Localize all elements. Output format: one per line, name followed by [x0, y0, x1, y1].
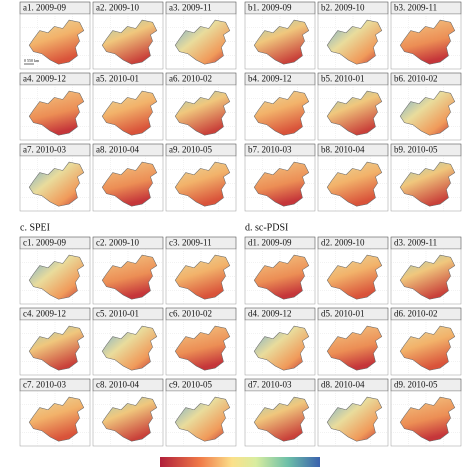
- map: [326, 396, 383, 442]
- map: [399, 19, 456, 65]
- map: [28, 90, 85, 136]
- map: [174, 325, 231, 371]
- map: [326, 254, 383, 300]
- map: [253, 396, 310, 442]
- cell-label: c7. 2010-03: [23, 380, 66, 390]
- map: [326, 325, 383, 371]
- cell-label: a5. 2010-01: [96, 74, 139, 84]
- map: [101, 254, 158, 300]
- cell-label: a8. 2010-04: [96, 145, 139, 155]
- cell-label: d6. 2010-02: [394, 309, 438, 319]
- map: [174, 19, 231, 65]
- map: [28, 254, 85, 300]
- map: [28, 161, 85, 207]
- cell-label: c6. 2010-02: [169, 309, 212, 319]
- map: [101, 325, 158, 371]
- cell-label: b7. 2010-03: [248, 145, 292, 155]
- map: [253, 19, 310, 65]
- map: [253, 161, 310, 207]
- map: [399, 90, 456, 136]
- section-title: c. SPEI: [20, 222, 50, 233]
- section-title: d. sc-PDSI: [245, 222, 288, 233]
- map: [101, 396, 158, 442]
- cell-label: a6. 2010-02: [169, 74, 212, 84]
- cell-label: d9. 2010-05: [394, 380, 438, 390]
- map: [253, 254, 310, 300]
- cell-label: c2. 2009-10: [96, 238, 139, 248]
- map: [101, 161, 158, 207]
- map: [174, 396, 231, 442]
- cell-label: c1. 2009-09: [23, 238, 66, 248]
- map: [326, 161, 383, 207]
- cell-label: b8. 2010-04: [321, 145, 365, 155]
- cell-label: d5. 2010-01: [321, 309, 365, 319]
- map: [174, 90, 231, 136]
- cell-label: c9. 2010-05: [169, 380, 212, 390]
- cell-label: c4. 2009-12: [23, 309, 66, 319]
- cell-label: c3. 2009-11: [169, 238, 212, 248]
- map: [399, 325, 456, 371]
- cell-label: d2. 2009-10: [321, 238, 365, 248]
- cell-label: b2. 2009-10: [321, 3, 365, 13]
- map: [174, 161, 231, 207]
- cell-label: a3. 2009-11: [169, 3, 212, 13]
- cell-label: a9. 2010-05: [169, 145, 212, 155]
- cell-label: d3. 2009-11: [394, 238, 437, 248]
- cell-label: a7. 2010-03: [23, 145, 66, 155]
- cell-label: d1. 2009-09: [248, 238, 292, 248]
- map: [399, 396, 456, 442]
- cell-label: d7. 2010-03: [248, 380, 292, 390]
- cell-label: b3. 2009-11: [394, 3, 437, 13]
- map: [399, 254, 456, 300]
- cell-label: a4. 2009-12: [23, 74, 66, 84]
- map: [253, 90, 310, 136]
- map: [326, 90, 383, 136]
- colorbar: [160, 457, 320, 467]
- cell-label: c5. 2010-01: [96, 309, 139, 319]
- map: [28, 325, 85, 371]
- cell-label: a1. 2009-09: [23, 3, 66, 13]
- cell-label: b5. 2010-01: [321, 74, 365, 84]
- map: [253, 325, 310, 371]
- cell-label: c8. 2010-04: [96, 380, 139, 390]
- map: [399, 161, 456, 207]
- cell-label: d4. 2009-12: [248, 309, 292, 319]
- map: [174, 254, 231, 300]
- cell-label: b4. 2009-12: [248, 74, 292, 84]
- map: [101, 90, 158, 136]
- cell-label: b9. 2010-05: [394, 145, 438, 155]
- cell-label: b1. 2009-09: [248, 3, 292, 13]
- map: [101, 19, 158, 65]
- cell-label: d8. 2010-04: [321, 380, 365, 390]
- cell-label: a2. 2009-10: [96, 3, 139, 13]
- map: [326, 19, 383, 65]
- map: [28, 19, 85, 65]
- map: [28, 396, 85, 442]
- scale-label: 0 550 km: [24, 58, 40, 63]
- cell-label: b6. 2010-02: [394, 74, 438, 84]
